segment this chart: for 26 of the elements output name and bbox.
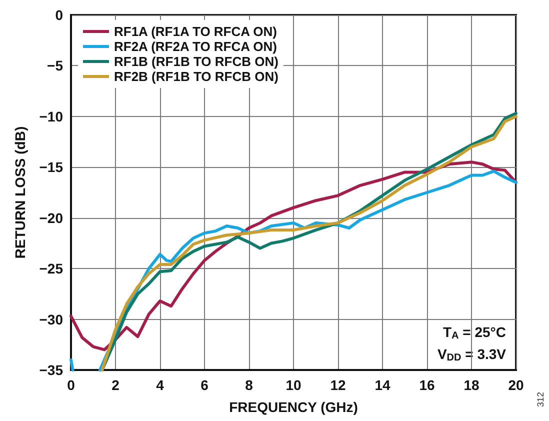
- x-tick-label: 20: [508, 377, 524, 393]
- legend-label: RF2B (RF1B TO RFCB ON): [114, 69, 278, 84]
- x-tick-label: 8: [245, 377, 254, 393]
- legend-label: RF2A (RF2A TO RFCA ON): [114, 39, 277, 54]
- x-tick-label: 2: [112, 377, 120, 393]
- x-tick-label: 0: [67, 377, 76, 393]
- y-tick-label: 0: [55, 7, 64, 23]
- y-tick-label: −15: [39, 159, 64, 176]
- legend-label: RF1B (RF1B TO RFCB ON): [114, 54, 278, 69]
- y-tick-label: −25: [39, 260, 64, 277]
- legend-label: RF1A (RF1A TO RFCA ON): [114, 24, 277, 39]
- x-tick-label: 4: [156, 377, 164, 393]
- y-tick-label: −10: [39, 108, 64, 124]
- y-tick-label: −30: [39, 311, 64, 328]
- x-tick-label: 6: [200, 377, 209, 393]
- y-tick-label: −35: [39, 362, 64, 378]
- x-tick-label: 14: [374, 377, 390, 393]
- x-tick-label: 18: [464, 377, 480, 393]
- y-axis-title: RETURN LOSS (dB): [12, 126, 28, 259]
- x-tick-label: 16: [419, 377, 435, 393]
- x-axis-title: FREQUENCY (GHz): [229, 399, 358, 415]
- y-tick-label: −20: [39, 210, 64, 226]
- x-tick-label: 10: [286, 377, 302, 393]
- x-tick-label: 12: [330, 377, 346, 393]
- y-tick-label: −5: [47, 58, 64, 74]
- text: 312: [536, 392, 546, 408]
